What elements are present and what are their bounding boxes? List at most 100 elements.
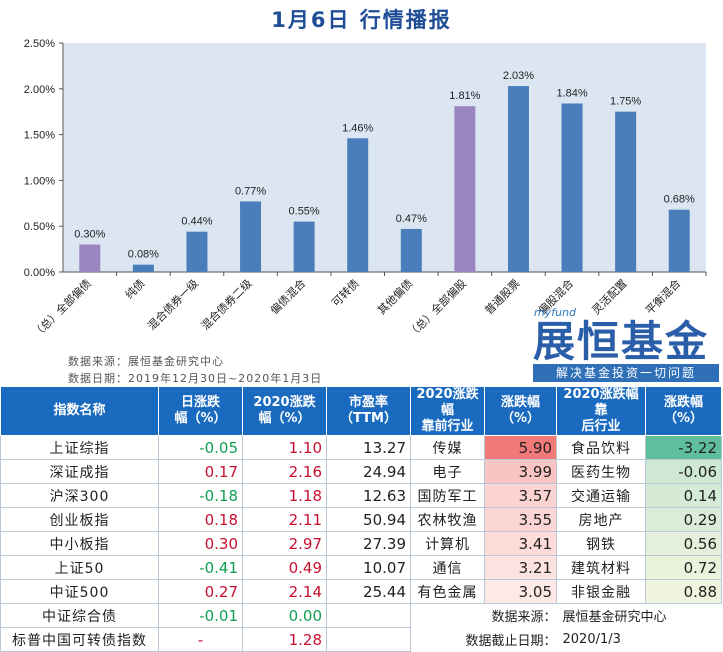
top-industry-change: 3.99 <box>484 459 557 484</box>
bar-chart: 0.00% 0.50% 1.00% 1.50% 2.00% 2.50% 0.30% （总）全部… <box>24 38 707 341</box>
header-index-name: 指数名称 <box>0 386 159 436</box>
day-change: -0.18 <box>158 483 243 508</box>
ytd-change: 0.49 <box>242 555 327 580</box>
bar <box>240 201 262 272</box>
day-change: 0.27 <box>158 579 243 604</box>
pe-ratio: 10.07 <box>326 555 411 580</box>
x-tick-label: 纯债 <box>122 276 147 301</box>
bar <box>186 231 208 272</box>
ytd-change: 1.10 <box>242 435 327 460</box>
top-industry-change: 3.57 <box>484 483 557 508</box>
y-tick-label: 0.50% <box>24 221 55 233</box>
pe-ratio <box>326 603 411 628</box>
bottom-industry-change: 0.56 <box>645 531 722 556</box>
bottom-industry-change: 0.88 <box>645 579 722 604</box>
ytd-change: 2.14 <box>242 579 327 604</box>
table-row: 中小板指 0.30 2.97 27.39 计算机 3.41 钢铁 0.56 <box>0 531 722 556</box>
bottom-industry: 钢铁 <box>556 531 646 556</box>
bottom-industry: 医药生物 <box>556 459 646 484</box>
top-industry: 传媒 <box>410 435 485 460</box>
x-tick-label: 普通股票 <box>482 276 523 317</box>
bottom-industry: 房地产 <box>556 507 646 532</box>
index-name: 上证50 <box>0 555 159 580</box>
data-label: 2.03% <box>503 70 534 82</box>
bottom-industry: 交通运输 <box>556 483 646 508</box>
top-industry-change: 3.55 <box>484 507 557 532</box>
bottom-industry-change: 0.14 <box>645 483 722 508</box>
ytd-change: 0.00 <box>242 603 327 628</box>
table-row: 中证综合债 -0.01 0.00 数据来源： 展恒基金研究中心 <box>0 603 722 628</box>
chart-source: 数据来源：展恒基金研究中心 <box>68 355 224 368</box>
top-industry: 国防军工 <box>410 483 485 508</box>
index-name: 上证综指 <box>0 435 159 460</box>
y-tick-label: 2.00% <box>24 84 55 96</box>
bar <box>561 103 583 273</box>
table-header-row: 指数名称 日涨跌 幅（%） 2020涨跌 幅（%） 市盈率 （TTM） 2020涨跌幅… <box>0 386 722 436</box>
pe-ratio: 24.94 <box>326 459 411 484</box>
header-pe: 市盈率 （TTM） <box>326 386 411 436</box>
data-label: 1.46% <box>342 122 373 134</box>
pe-ratio: 12.63 <box>326 483 411 508</box>
y-tick-label: 1.50% <box>24 130 55 142</box>
bar <box>668 209 690 272</box>
top-industry-change: 3.21 <box>484 555 557 580</box>
top-industry-change: 5.90 <box>484 435 557 460</box>
data-label: 1.81% <box>449 90 480 102</box>
index-name: 沪深300 <box>0 483 159 508</box>
bar <box>454 106 476 272</box>
top-industry-change: 3.41 <box>484 531 557 556</box>
day-change: 0.18 <box>158 507 243 532</box>
day-change: -0.05 <box>158 435 243 460</box>
day-change: -0.01 <box>158 603 243 628</box>
header-day-change: 日涨跌 幅（%） <box>158 386 243 436</box>
day-change: -0.41 <box>158 555 243 580</box>
bar <box>347 138 369 272</box>
pe-ratio: 50.94 <box>326 507 411 532</box>
pe-ratio: 25.44 <box>326 579 411 604</box>
logo-slogan: 解决基金投资一切问题 <box>533 364 719 382</box>
x-tick-label: （总）全部偏债 <box>30 276 94 340</box>
page-title: 1月6日 行情播报 <box>271 8 452 32</box>
x-tick-label: 混合债券二级 <box>198 276 255 333</box>
ytd-change: 2.16 <box>242 459 327 484</box>
pe-ratio: 13.27 <box>326 435 411 460</box>
table-row: 创业板指 0.18 2.11 50.94 农林牧渔 3.55 房地产 0.29 <box>0 507 722 532</box>
table-row: 中证500 0.27 2.14 25.44 有色金属 3.05 非银金融 0.88 <box>0 579 722 604</box>
index-name: 深证成指 <box>0 459 159 484</box>
header-bottom-change: 涨跌幅 （%） <box>645 386 722 436</box>
top-industry: 农林牧渔 <box>410 507 485 532</box>
data-label: 0.30% <box>74 229 105 241</box>
data-label: 1.75% <box>610 96 641 108</box>
chart-date: 数据日期：2019年12月30日~2020年1月3日 <box>68 372 323 385</box>
data-label: 1.84% <box>556 87 587 99</box>
table-row: 沪深300 -0.18 1.18 12.63 国防军工 3.57 交通运输 0.14 <box>0 483 722 508</box>
bar <box>132 264 154 272</box>
market-table: 指数名称 日涨跌 幅（%） 2020涨跌 幅（%） 市盈率 （TTM） 2020涨跌幅… <box>0 386 722 652</box>
bottom-industry-change: 0.72 <box>645 555 722 580</box>
bottom-industry-change: -0.06 <box>645 459 722 484</box>
header-top-industry: 2020涨跌幅 靠前行业 <box>410 386 485 436</box>
x-tick-label: 灵活配置 <box>589 277 629 317</box>
x-tick-label: 其他偏债 <box>374 276 415 317</box>
x-tick-label: 偏债混合 <box>267 276 308 317</box>
footer-label: 数据来源： <box>491 610 557 626</box>
index-name: 创业板指 <box>0 507 159 532</box>
top-industry: 有色金属 <box>410 579 485 604</box>
logo-brand-text: myfund <box>534 306 577 319</box>
bar <box>79 244 101 272</box>
y-tick-label: 2.50% <box>24 38 55 50</box>
bar <box>615 111 637 272</box>
bottom-industry: 非银金融 <box>556 579 646 604</box>
top-industry: 通信 <box>410 555 485 580</box>
x-tick-label: 平衡混合 <box>642 276 683 317</box>
data-label: 0.55% <box>289 206 320 218</box>
bottom-industry: 建筑材料 <box>556 555 646 580</box>
bottom-industry: 食品饮料 <box>556 435 646 460</box>
bar <box>507 86 529 272</box>
top-industry: 计算机 <box>410 531 485 556</box>
data-label: 0.68% <box>664 194 695 206</box>
company-logo: 展恒基金 <box>533 317 710 366</box>
bar <box>400 228 422 272</box>
top-industry-change: 3.05 <box>484 579 557 604</box>
ytd-change: 2.11 <box>242 507 327 532</box>
